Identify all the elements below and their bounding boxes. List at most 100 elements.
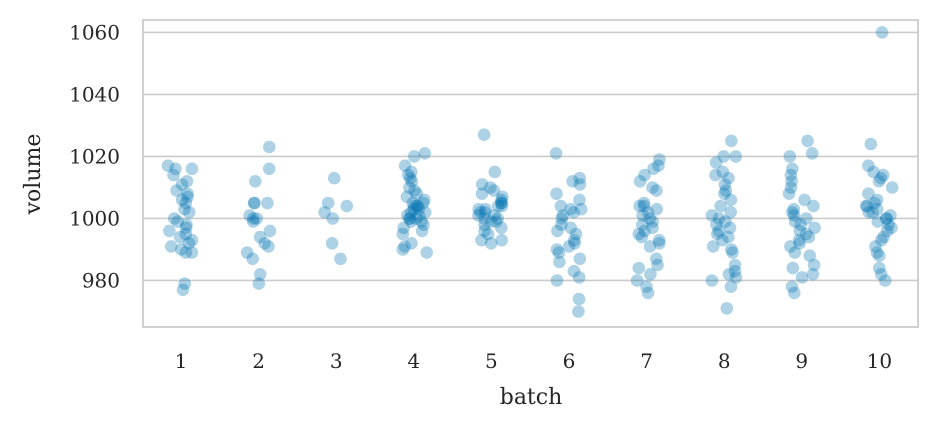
y-tick-labels: 980 1000 1020 1040 1060 xyxy=(69,20,120,292)
data-point xyxy=(488,165,502,179)
data-point xyxy=(253,230,267,244)
data-point xyxy=(568,237,581,250)
data-point xyxy=(327,171,341,185)
data-point xyxy=(161,159,175,172)
data-point xyxy=(724,206,737,219)
data-point xyxy=(415,215,428,228)
data-point xyxy=(875,26,889,39)
data-point xyxy=(784,240,797,253)
data-point xyxy=(710,218,723,231)
data-point xyxy=(405,165,418,179)
data-point xyxy=(719,215,732,228)
data-point xyxy=(705,274,719,287)
data-point xyxy=(728,258,742,272)
data-point xyxy=(705,209,719,222)
data-point xyxy=(340,199,354,213)
data-point xyxy=(406,196,420,210)
data-point xyxy=(478,218,491,231)
data-point xyxy=(475,233,488,247)
x-tick-label: 8 xyxy=(718,349,731,373)
data-point xyxy=(709,156,723,169)
data-point xyxy=(181,187,194,200)
x-axis-label: batch xyxy=(500,385,563,410)
data-point xyxy=(872,175,886,188)
data-point xyxy=(404,171,417,185)
data-point xyxy=(802,230,816,244)
y-tick-label: 980 xyxy=(82,268,120,292)
data-point xyxy=(185,162,199,176)
data-point xyxy=(407,202,421,216)
data-point xyxy=(641,286,655,300)
data-point xyxy=(724,193,738,207)
data-point xyxy=(788,215,802,228)
data-point xyxy=(549,147,563,160)
data-point xyxy=(650,184,663,197)
data-point xyxy=(564,202,577,216)
data-point xyxy=(564,221,577,235)
data-point xyxy=(782,187,796,200)
data-point xyxy=(803,249,817,262)
x-tick-label: 1 xyxy=(175,349,188,373)
data-point xyxy=(178,277,191,290)
y-tick-label: 1040 xyxy=(69,82,120,106)
data-point xyxy=(860,199,873,213)
data-point xyxy=(554,199,568,213)
y-tick-label: 1060 xyxy=(69,20,120,44)
data-point xyxy=(396,243,410,256)
data-point xyxy=(495,193,508,207)
data-point xyxy=(725,243,738,256)
x-tick-labels: 1 2 3 4 5 6 7 8 9 10 xyxy=(175,349,892,373)
data-point xyxy=(882,218,895,231)
x-tick-label: 6 xyxy=(563,349,576,373)
data-point xyxy=(420,246,434,259)
data-point xyxy=(169,162,182,176)
data-point xyxy=(650,202,663,216)
data-point xyxy=(246,252,259,266)
data-point xyxy=(876,168,890,182)
data-point xyxy=(173,230,187,244)
data-point xyxy=(638,168,651,182)
data-point xyxy=(866,206,879,219)
data-point xyxy=(862,159,875,172)
data-point xyxy=(720,302,734,315)
data-point xyxy=(786,261,800,275)
data-point xyxy=(258,237,271,250)
data-point xyxy=(475,187,489,200)
data-point xyxy=(868,196,881,210)
data-point xyxy=(562,240,576,253)
data-point xyxy=(472,209,485,222)
data-point xyxy=(397,221,411,235)
data-point xyxy=(248,196,261,210)
data-point xyxy=(862,187,875,200)
data-point xyxy=(880,212,893,225)
data-point xyxy=(880,224,894,238)
data-point xyxy=(566,175,579,188)
data-point xyxy=(573,178,587,191)
data-point xyxy=(785,280,799,294)
data-point xyxy=(552,246,566,259)
data-point xyxy=(717,150,730,163)
data-point xyxy=(573,252,587,266)
data-point xyxy=(870,193,884,207)
data-point xyxy=(175,193,189,207)
data-point xyxy=(495,221,508,235)
data-point xyxy=(263,140,276,154)
data-point xyxy=(495,196,508,210)
data-point xyxy=(714,199,727,213)
data-point xyxy=(787,209,801,222)
data-point xyxy=(652,159,665,172)
data-point xyxy=(551,224,564,238)
data-point xyxy=(785,175,798,188)
data-point xyxy=(716,165,730,179)
x-tick-label: 10 xyxy=(867,349,892,373)
data-point xyxy=(240,246,254,259)
data-point xyxy=(185,233,199,247)
data-point xyxy=(398,159,412,172)
data-point xyxy=(555,218,568,231)
data-point xyxy=(728,264,742,278)
x-tick-label: 2 xyxy=(252,349,265,373)
data-point xyxy=(262,240,275,253)
data-point xyxy=(640,280,653,294)
data-point xyxy=(869,240,882,253)
data-point xyxy=(874,171,888,185)
